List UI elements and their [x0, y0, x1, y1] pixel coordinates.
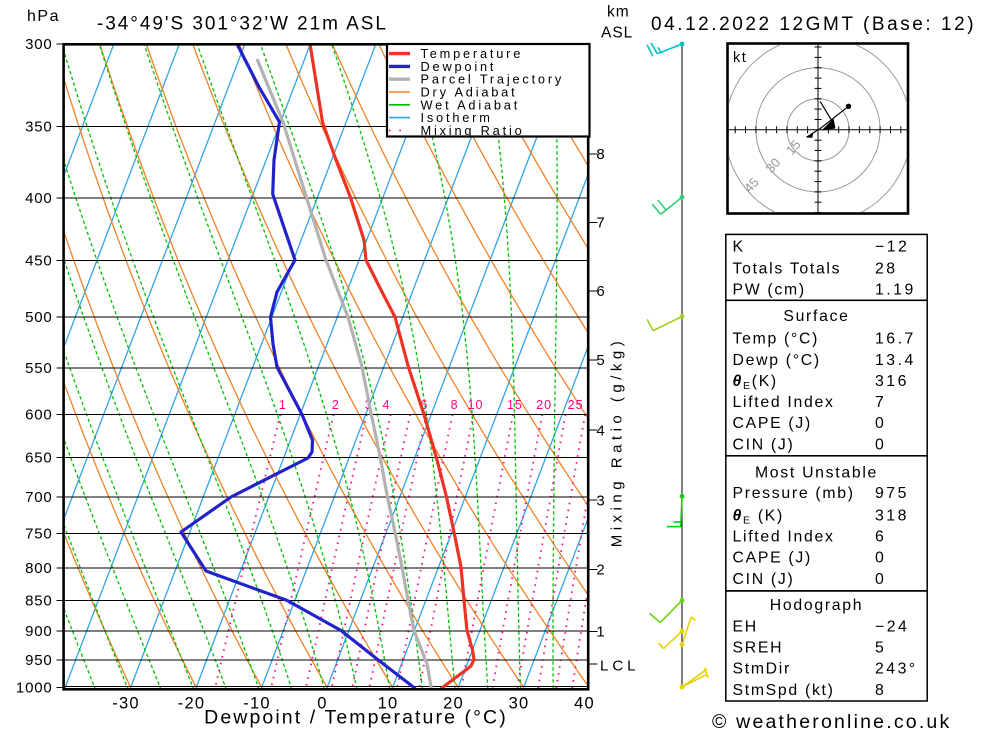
svg-text:km: km	[607, 4, 630, 21]
svg-text:750: 750	[25, 526, 52, 543]
svg-text:6: 6	[420, 398, 428, 412]
svg-text:SREH: SREH	[733, 640, 784, 657]
svg-text:1: 1	[596, 624, 604, 641]
svg-text:10: 10	[468, 398, 484, 412]
svg-text:Most Unstable: Most Unstable	[755, 465, 878, 482]
svg-text:7: 7	[875, 394, 886, 411]
svg-text:PW (cm): PW (cm)	[733, 282, 806, 299]
svg-text:2: 2	[332, 398, 340, 412]
svg-text:900: 900	[25, 623, 52, 640]
svg-text:0: 0	[875, 571, 886, 588]
svg-text:StmDir: StmDir	[733, 661, 791, 678]
svg-text:1: 1	[279, 398, 287, 412]
svg-text:-10: -10	[243, 695, 270, 713]
svg-text:Dewpoint / Temperature (°C): Dewpoint / Temperature (°C)	[204, 707, 508, 729]
svg-text:K: K	[733, 239, 745, 256]
svg-text:Lifted Index: Lifted Index	[733, 528, 835, 545]
svg-text:StmSpd (kt): StmSpd (kt)	[733, 682, 835, 699]
svg-text:300: 300	[25, 36, 52, 53]
svg-text:Totals Totals: Totals Totals	[733, 261, 842, 278]
svg-text:Dry Adiabat: Dry Adiabat	[421, 85, 518, 100]
svg-text:EH: EH	[733, 618, 758, 635]
svg-text:3: 3	[596, 492, 604, 509]
svg-text:500: 500	[25, 309, 52, 326]
svg-text:4: 4	[596, 422, 604, 439]
svg-text:850: 850	[25, 593, 52, 610]
svg-text:350: 350	[25, 118, 52, 135]
svg-text:0: 0	[875, 550, 886, 567]
svg-text:8: 8	[451, 398, 459, 412]
svg-text:40: 40	[574, 695, 595, 713]
svg-text:0: 0	[875, 437, 886, 454]
svg-text:Isotherm: Isotherm	[421, 110, 493, 125]
svg-text:6: 6	[596, 283, 604, 300]
svg-text:600: 600	[25, 407, 52, 424]
svg-text:243°: 243°	[875, 661, 918, 678]
svg-text:20: 20	[536, 398, 552, 412]
svg-text:5: 5	[596, 352, 604, 369]
svg-text:Parcel Trajectory: Parcel Trajectory	[421, 72, 565, 87]
svg-text:Dewpoint: Dewpoint	[421, 59, 497, 74]
svg-text:20: 20	[443, 695, 464, 713]
svg-text:© weatheronline.co.uk: © weatheronline.co.uk	[712, 711, 951, 733]
svg-text:LCL: LCL	[600, 658, 640, 675]
svg-text:650: 650	[25, 449, 52, 466]
svg-text:θE(K): θE(K)	[733, 373, 778, 392]
svg-text:Hodograph: Hodograph	[770, 597, 863, 614]
svg-text:400: 400	[25, 190, 52, 207]
svg-text:15: 15	[507, 398, 523, 412]
svg-text:16.7: 16.7	[875, 330, 916, 347]
svg-text:7: 7	[596, 215, 604, 232]
svg-text:Lifted Index: Lifted Index	[733, 394, 835, 411]
svg-text:04.12.2022 12GMT (Base: 12): 04.12.2022 12GMT (Base: 12)	[651, 14, 976, 35]
svg-text:-20: -20	[178, 695, 205, 713]
svg-text:8: 8	[875, 682, 886, 699]
svg-text:700: 700	[25, 489, 52, 506]
svg-text:1000: 1000	[16, 680, 53, 697]
svg-text:CAPE (J): CAPE (J)	[733, 415, 812, 432]
svg-text:CIN (J): CIN (J)	[733, 571, 795, 588]
svg-text:450: 450	[25, 253, 52, 270]
svg-text:−24: −24	[875, 618, 909, 635]
svg-text:ASL: ASL	[601, 25, 633, 42]
svg-text:CAPE (J): CAPE (J)	[733, 550, 812, 567]
svg-text:-30: -30	[112, 695, 139, 713]
svg-text:950: 950	[25, 652, 52, 669]
svg-text:4: 4	[383, 398, 391, 412]
svg-text:Pressure (mb): Pressure (mb)	[733, 485, 855, 502]
svg-text:kt: kt	[733, 50, 747, 66]
svg-text:550: 550	[25, 360, 52, 377]
svg-text:1.19: 1.19	[875, 282, 916, 299]
svg-text:8: 8	[596, 146, 604, 163]
svg-text:Dewp (°C): Dewp (°C)	[733, 352, 821, 369]
svg-text:2: 2	[596, 562, 604, 579]
svg-text:θE (K): θE (K)	[733, 508, 784, 527]
svg-text:800: 800	[25, 560, 52, 577]
svg-text:−12: −12	[875, 239, 909, 256]
svg-text:0: 0	[875, 415, 886, 432]
svg-text:hPa: hPa	[27, 8, 60, 25]
svg-text:5: 5	[875, 640, 886, 657]
svg-text:25: 25	[568, 398, 584, 412]
svg-text:Surface: Surface	[783, 308, 849, 325]
svg-text:28: 28	[875, 261, 898, 278]
svg-text:Wet Adiabat: Wet Adiabat	[421, 97, 521, 112]
svg-text:-34°49'S 301°32'W 21m ASL: -34°49'S 301°32'W 21m ASL	[97, 14, 388, 35]
svg-text:0: 0	[317, 695, 327, 713]
svg-text:Mixing Ratio: Mixing Ratio	[421, 123, 525, 138]
svg-text:Mixing Ratio (g/kg): Mixing Ratio (g/kg)	[609, 337, 626, 548]
svg-text:318: 318	[875, 508, 909, 525]
svg-text:975: 975	[875, 485, 909, 502]
svg-text:CIN (J): CIN (J)	[733, 437, 795, 454]
svg-text:6: 6	[875, 528, 886, 545]
svg-text:13.4: 13.4	[875, 352, 916, 369]
svg-text:10: 10	[378, 695, 399, 713]
svg-text:316: 316	[875, 373, 909, 390]
svg-text:Temp (°C): Temp (°C)	[733, 330, 820, 347]
svg-text:Temperature: Temperature	[421, 46, 524, 61]
svg-text:30: 30	[509, 695, 530, 713]
